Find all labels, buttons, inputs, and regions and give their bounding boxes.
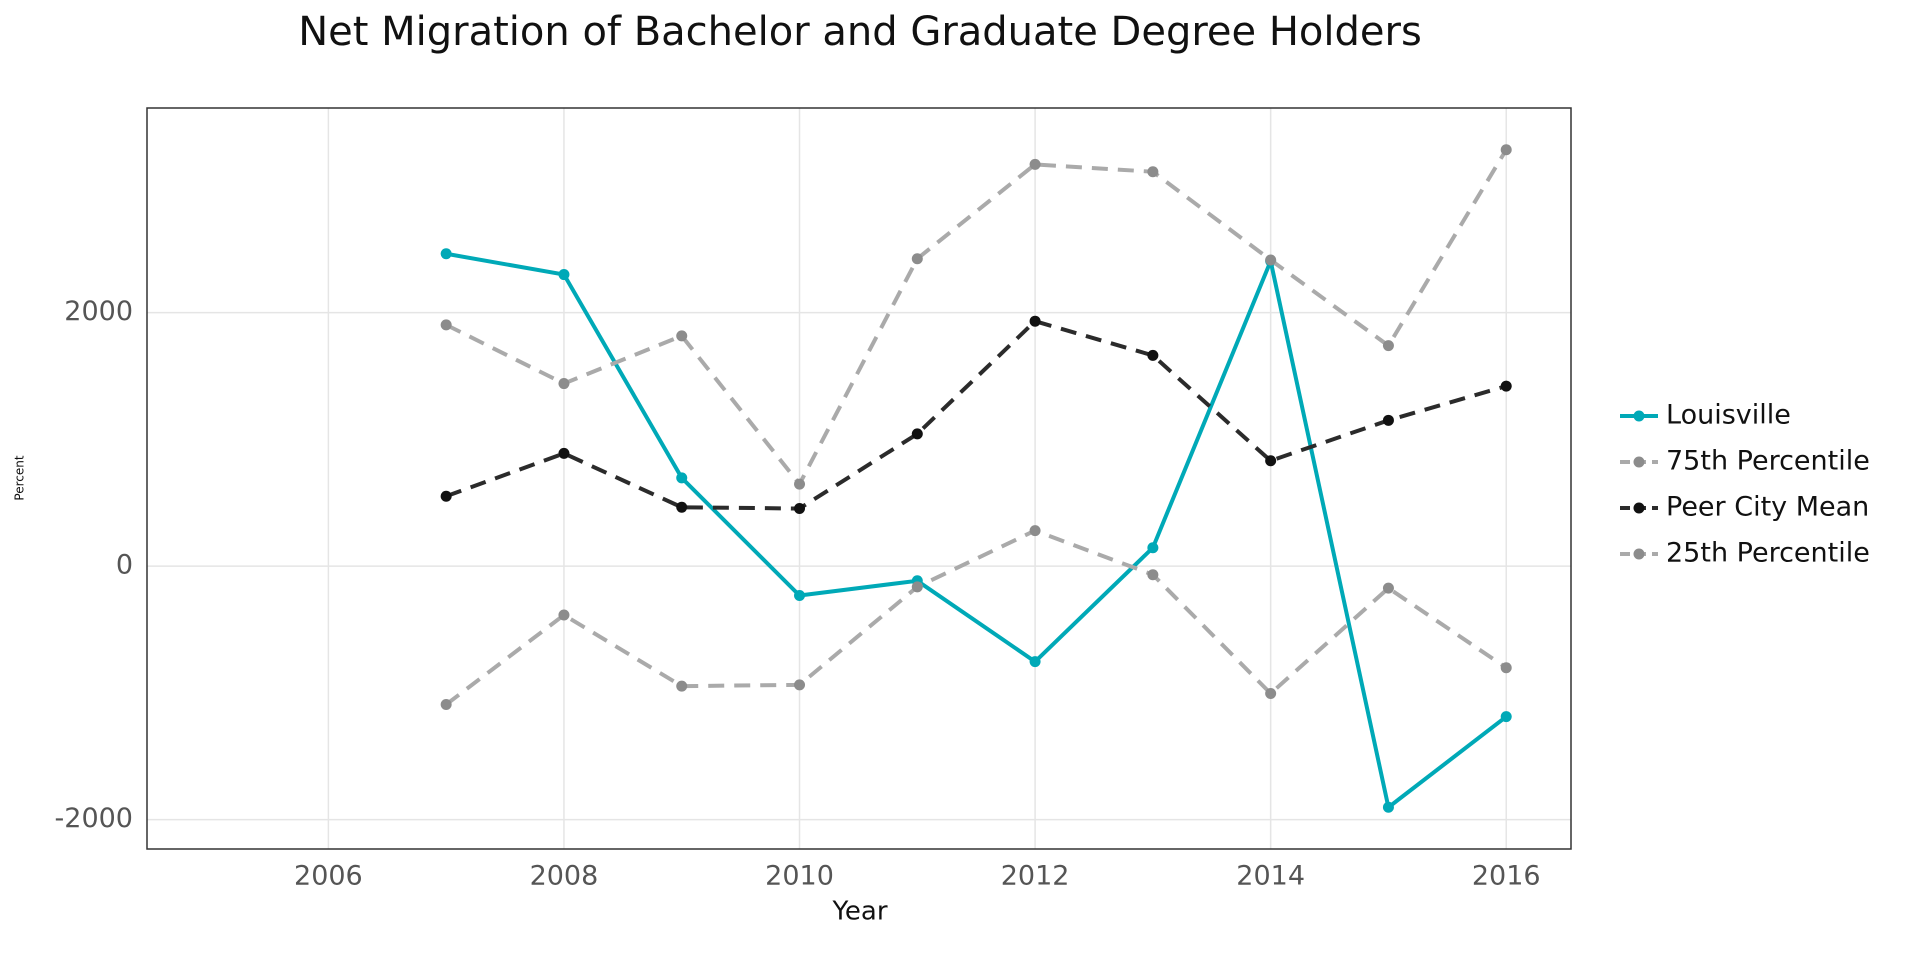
data-point xyxy=(1500,662,1512,674)
data-point xyxy=(1147,166,1159,178)
x-tick-label: 2006 xyxy=(294,861,363,892)
series-line xyxy=(445,251,1508,811)
y-axis-label: Percent xyxy=(13,455,27,500)
data-point xyxy=(1500,711,1512,723)
data-point xyxy=(794,478,806,490)
legend-label: 75th Percentile xyxy=(1666,446,1870,477)
data-point xyxy=(1382,801,1394,813)
data-point xyxy=(440,248,452,260)
data-point xyxy=(558,378,570,390)
data-point xyxy=(676,680,688,692)
data-point xyxy=(1265,455,1277,467)
x-tick-label: 2014 xyxy=(1236,861,1305,892)
data-point xyxy=(911,581,923,593)
data-point xyxy=(676,472,688,484)
legend-swatch xyxy=(1633,456,1645,468)
legend-label: Louisville xyxy=(1666,400,1791,431)
data-point xyxy=(794,503,806,515)
legend-label: 25th Percentile xyxy=(1666,538,1870,569)
data-point xyxy=(558,269,570,281)
data-point xyxy=(676,501,688,513)
data-point xyxy=(794,589,806,601)
chart-title: Net Migration of Bachelor and Graduate D… xyxy=(298,9,1422,55)
data-point xyxy=(558,609,570,621)
data-point xyxy=(1029,158,1041,170)
data-point xyxy=(1265,254,1277,266)
legend-swatch xyxy=(1633,502,1645,514)
data-point xyxy=(1382,582,1394,594)
legend-swatch xyxy=(1633,548,1645,560)
data-point xyxy=(1029,525,1041,537)
data-point xyxy=(440,490,452,502)
series-line xyxy=(445,148,1508,488)
series-line xyxy=(445,318,1507,511)
data-point xyxy=(440,699,452,711)
data-point xyxy=(911,253,923,265)
series-line xyxy=(444,528,1508,707)
data-point xyxy=(911,428,923,440)
y-tick-label: 2000 xyxy=(64,296,133,327)
data-point xyxy=(1147,349,1159,361)
data-point xyxy=(1500,144,1512,156)
data-point xyxy=(1382,340,1394,352)
x-tick-label: 2016 xyxy=(1472,861,1541,892)
data-point xyxy=(558,447,570,459)
x-tick-label: 2008 xyxy=(530,861,599,892)
data-point xyxy=(1500,380,1512,392)
plot-border xyxy=(146,107,1572,850)
data-point xyxy=(1147,542,1159,554)
data-point xyxy=(676,330,688,342)
legend-swatch xyxy=(1633,410,1645,422)
y-tick-label: 0 xyxy=(116,550,133,581)
data-point xyxy=(1029,315,1041,327)
data-point xyxy=(440,319,452,331)
data-point xyxy=(1029,656,1041,668)
y-tick-label: -2000 xyxy=(55,803,133,834)
data-point xyxy=(1382,414,1394,426)
x-axis-label: Year xyxy=(831,897,887,927)
data-point xyxy=(794,679,806,691)
data-point xyxy=(1265,687,1277,699)
x-tick-label: 2012 xyxy=(1001,861,1070,892)
legend-label: Peer City Mean xyxy=(1666,492,1869,523)
data-point xyxy=(1147,569,1159,581)
x-tick-label: 2010 xyxy=(765,861,834,892)
